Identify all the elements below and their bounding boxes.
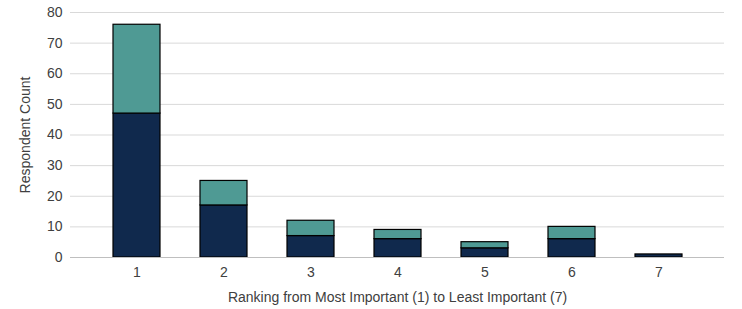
svg-text:10: 10 bbox=[47, 218, 63, 234]
svg-text:7: 7 bbox=[655, 264, 663, 280]
svg-text:30: 30 bbox=[47, 157, 63, 173]
svg-text:1: 1 bbox=[133, 264, 141, 280]
svg-text:5: 5 bbox=[481, 264, 489, 280]
svg-text:4: 4 bbox=[394, 264, 402, 280]
svg-text:20: 20 bbox=[47, 188, 63, 204]
svg-text:40: 40 bbox=[47, 126, 63, 142]
svg-text:80: 80 bbox=[47, 4, 63, 20]
svg-text:50: 50 bbox=[47, 96, 63, 112]
svg-text:60: 60 bbox=[47, 65, 63, 81]
svg-text:0: 0 bbox=[55, 249, 63, 265]
svg-text:3: 3 bbox=[307, 264, 315, 280]
svg-text:Respondent Count: Respondent Count bbox=[17, 77, 33, 194]
svg-text:Ranking from Most Important (1: Ranking from Most Important (1) to Least… bbox=[228, 289, 567, 305]
svg-text:6: 6 bbox=[568, 264, 576, 280]
svg-text:70: 70 bbox=[47, 35, 63, 51]
svg-text:2: 2 bbox=[220, 264, 228, 280]
